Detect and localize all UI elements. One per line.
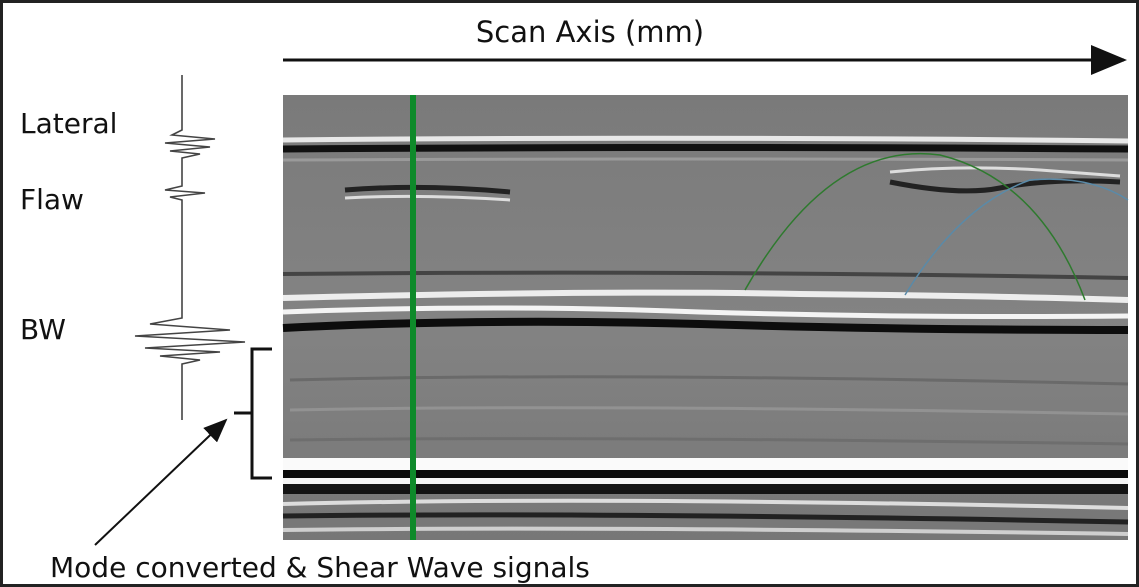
- signal-label: BW: [20, 313, 66, 346]
- scan-image: [283, 95, 1128, 540]
- signal-label: Flaw: [20, 183, 84, 216]
- axis-label: Scan Axis (mm): [476, 15, 704, 49]
- signal-label: Lateral: [20, 107, 117, 140]
- diagram: Scan Axis (mm) Lateral Flaw BW Mode: [0, 0, 1139, 587]
- annotation: Mode converted & Shear Wave signals: [50, 551, 590, 584]
